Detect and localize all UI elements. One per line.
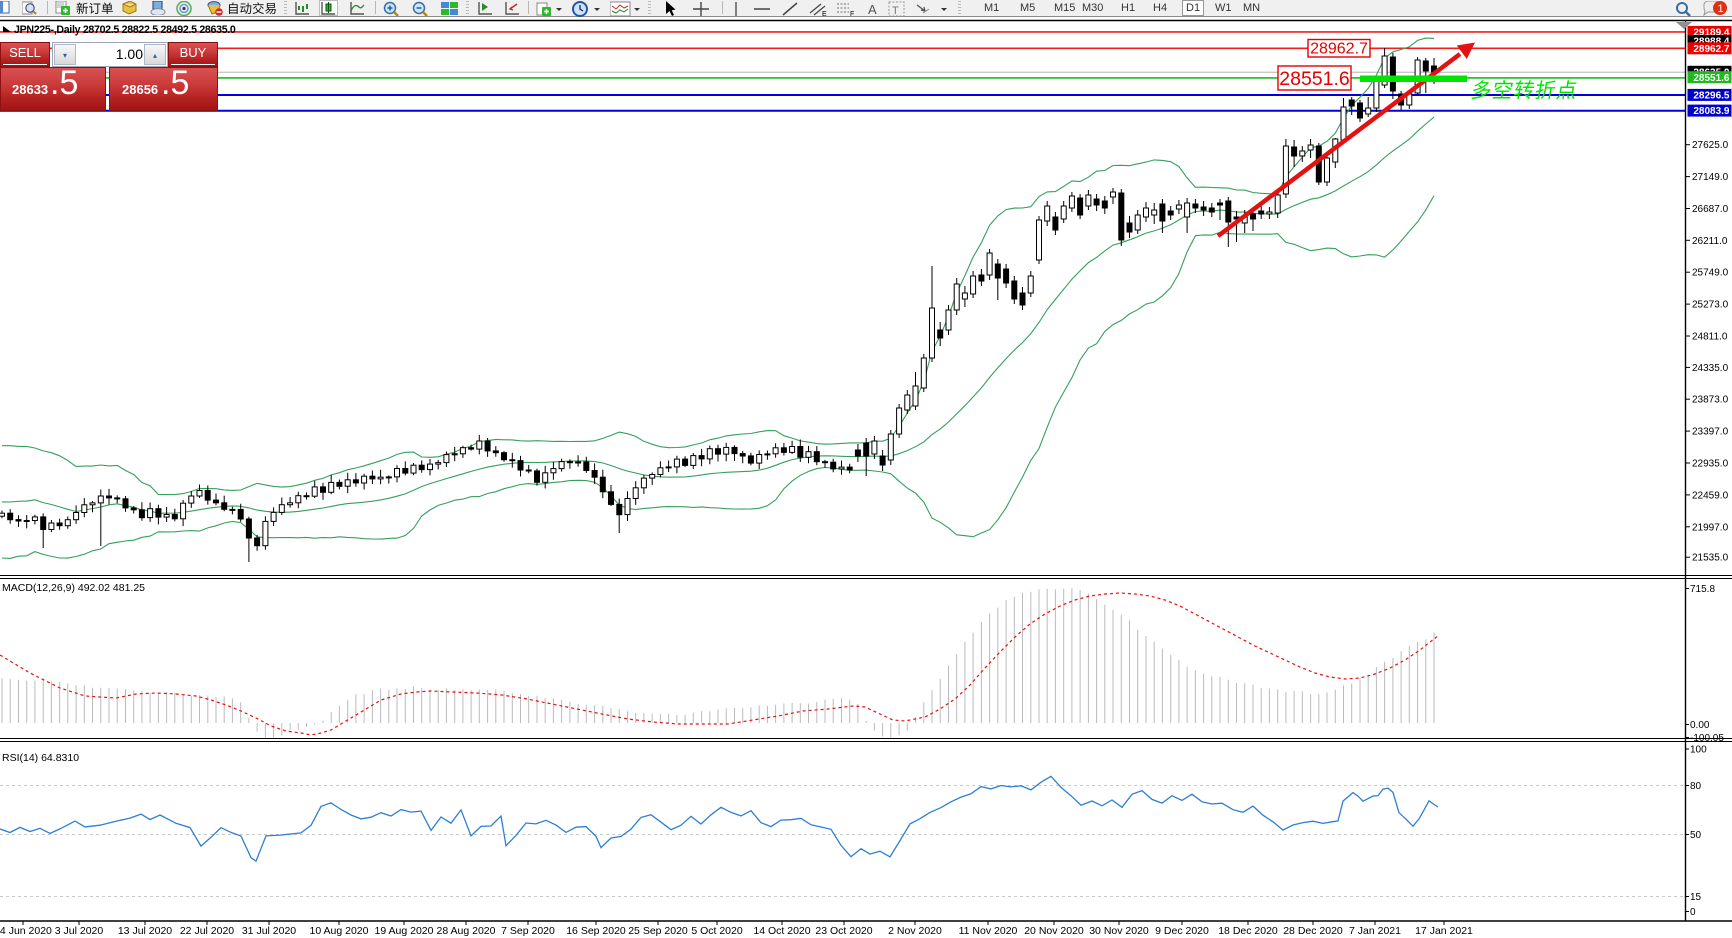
- svg-text:27625.0: 27625.0: [1692, 140, 1729, 151]
- svg-text:26687.0: 26687.0: [1692, 204, 1729, 215]
- svg-text:28 Dec 2020: 28 Dec 2020: [1283, 925, 1343, 937]
- svg-text:-100.05: -100.05: [1690, 733, 1724, 744]
- svg-text:28 Aug 2020: 28 Aug 2020: [437, 925, 496, 937]
- svg-text:28962.7: 28962.7: [1693, 44, 1730, 55]
- svg-text:24335.0: 24335.0: [1692, 363, 1729, 374]
- svg-text:7 Jan 2021: 7 Jan 2021: [1349, 925, 1401, 937]
- svg-text:9 Dec 2020: 9 Dec 2020: [1155, 925, 1209, 937]
- svg-text:28551.6: 28551.6: [1279, 68, 1350, 90]
- svg-text:28083.9: 28083.9: [1693, 106, 1730, 117]
- svg-text:80: 80: [1690, 781, 1702, 792]
- svg-text:22459.0: 22459.0: [1692, 490, 1729, 501]
- svg-text:23 Oct 2020: 23 Oct 2020: [815, 925, 872, 937]
- svg-text:F: F: [850, 11, 854, 17]
- svg-text:23397.0: 23397.0: [1692, 427, 1729, 438]
- svg-text:MACD(12,26,9) 492.02 481.25: MACD(12,26,9) 492.02 481.25: [2, 582, 145, 594]
- svg-text:30 Nov 2020: 30 Nov 2020: [1089, 925, 1149, 937]
- svg-text:25273.0: 25273.0: [1692, 300, 1729, 311]
- svg-text:RSI(14) 64.8310: RSI(14) 64.8310: [2, 752, 79, 764]
- svg-text:A: A: [868, 2, 877, 17]
- svg-text:20 Nov 2020: 20 Nov 2020: [1024, 925, 1084, 937]
- svg-text:10 Aug 2020: 10 Aug 2020: [310, 925, 369, 937]
- svg-text:23873.0: 23873.0: [1692, 395, 1729, 406]
- svg-text:13 Jul 2020: 13 Jul 2020: [118, 925, 172, 937]
- svg-text:3 Jul 2020: 3 Jul 2020: [55, 925, 104, 937]
- svg-text:21535.0: 21535.0: [1692, 553, 1729, 564]
- svg-text:24 Jun 2020: 24 Jun 2020: [0, 925, 52, 937]
- svg-text:24811.0: 24811.0: [1692, 332, 1728, 343]
- svg-text:19 Aug 2020: 19 Aug 2020: [375, 925, 434, 937]
- svg-text:22935.0: 22935.0: [1692, 459, 1729, 470]
- svg-text:T: T: [892, 5, 899, 17]
- svg-text:1: 1: [1718, 3, 1724, 15]
- svg-text:17 Jan 2021: 17 Jan 2021: [1415, 925, 1473, 937]
- svg-text:28551.6: 28551.6: [1693, 73, 1730, 84]
- svg-text:715.8: 715.8: [1690, 584, 1715, 595]
- svg-text:31 Jul 2020: 31 Jul 2020: [242, 925, 296, 937]
- svg-text:28988.4: 28988.4: [1693, 37, 1730, 48]
- svg-text:22 Jul 2020: 22 Jul 2020: [180, 925, 234, 937]
- svg-text:26211.0: 26211.0: [1692, 236, 1728, 247]
- svg-text:E: E: [822, 11, 827, 17]
- svg-text:14 Oct 2020: 14 Oct 2020: [753, 925, 810, 937]
- svg-text:5 Oct 2020: 5 Oct 2020: [691, 925, 743, 937]
- svg-text:18 Dec 2020: 18 Dec 2020: [1218, 925, 1278, 937]
- svg-text:0: 0: [1690, 907, 1696, 918]
- svg-text:28962.7: 28962.7: [1310, 41, 1368, 58]
- svg-text:15: 15: [1690, 892, 1702, 903]
- svg-text:0.00: 0.00: [1690, 720, 1710, 731]
- svg-text:50: 50: [1690, 830, 1702, 841]
- svg-text:25749.0: 25749.0: [1692, 268, 1729, 279]
- svg-text:7 Sep 2020: 7 Sep 2020: [501, 925, 555, 937]
- svg-text:2 Nov 2020: 2 Nov 2020: [888, 925, 942, 937]
- svg-text:27149.0: 27149.0: [1692, 172, 1729, 183]
- svg-text:100: 100: [1690, 745, 1707, 756]
- svg-text:16 Sep 2020: 16 Sep 2020: [566, 925, 626, 937]
- svg-text:11 Nov 2020: 11 Nov 2020: [959, 925, 1018, 937]
- svg-text:JPN225-,Daily 28702.5 28822.5: JPN225-,Daily 28702.5 28822.5 28492.5 28…: [14, 24, 236, 36]
- svg-text:25 Sep 2020: 25 Sep 2020: [628, 925, 688, 937]
- svg-text:29189.4: 29189.4: [1693, 28, 1730, 39]
- svg-text:21997.0: 21997.0: [1692, 522, 1729, 533]
- svg-text:28296.5: 28296.5: [1693, 91, 1730, 102]
